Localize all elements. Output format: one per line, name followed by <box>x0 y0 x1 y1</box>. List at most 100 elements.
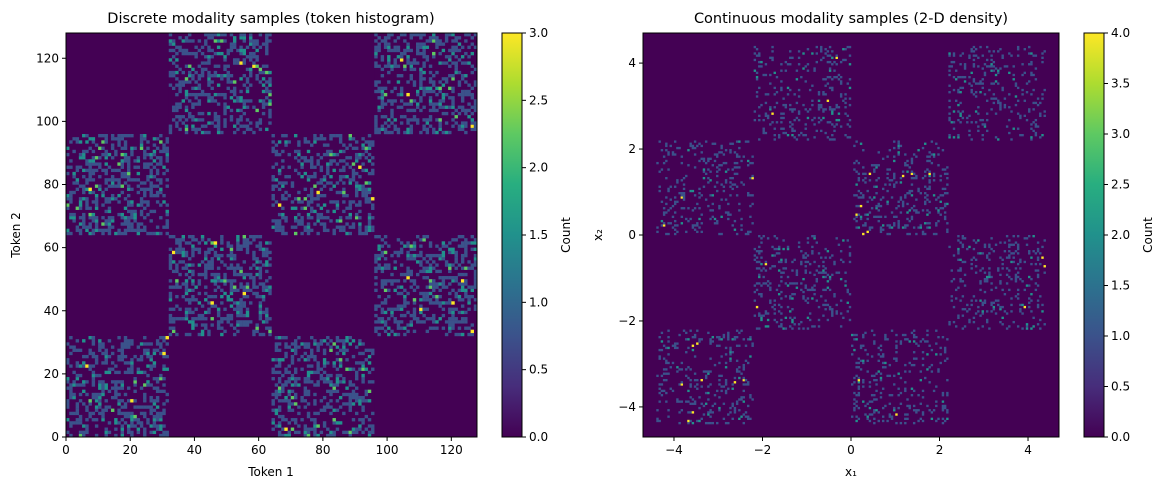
heatmap-cell <box>123 156 128 160</box>
density-cell <box>740 329 743 332</box>
density-cell <box>857 376 861 380</box>
heatmap-cell <box>393 99 397 103</box>
density-cell <box>855 361 858 365</box>
heatmap-cell <box>184 92 189 97</box>
heatmap-cell <box>435 86 439 91</box>
heatmap-cell <box>213 92 218 97</box>
heatmap-cell <box>342 193 346 198</box>
density-cell <box>727 387 730 390</box>
heatmap-cell <box>184 48 189 53</box>
density-cell <box>946 338 949 341</box>
density-cell <box>912 176 916 180</box>
density-cell <box>972 256 976 259</box>
heatmap-cell <box>265 313 269 318</box>
heatmap-cell <box>210 323 214 327</box>
heatmap-cell <box>393 127 397 132</box>
heatmap-cell <box>72 395 76 400</box>
heatmap-cell <box>464 124 468 128</box>
density-cell <box>910 363 914 367</box>
heatmap-cell <box>342 149 346 154</box>
heatmap-cell <box>258 310 263 315</box>
heatmap-cell <box>441 105 446 109</box>
density-cell <box>941 400 945 403</box>
heatmap-cell <box>258 304 263 308</box>
heatmap-cell <box>332 361 336 365</box>
heatmap-cell <box>114 364 118 368</box>
heatmap-cell <box>332 421 336 425</box>
heatmap-cell <box>265 326 269 330</box>
density-cell <box>890 196 894 199</box>
heatmap-cell <box>287 140 291 144</box>
heatmap-cell <box>473 105 478 109</box>
density-cell <box>831 314 834 317</box>
heatmap-cell <box>123 421 128 425</box>
heatmap-cell <box>457 235 462 239</box>
heatmap-cell <box>383 121 388 125</box>
density-cell <box>901 202 905 206</box>
density-cell <box>707 413 710 416</box>
heatmap-cell <box>322 152 327 157</box>
heatmap-cell <box>326 373 330 378</box>
heatmap-cell <box>374 61 378 65</box>
heatmap-cell <box>82 361 86 365</box>
heatmap-cell <box>204 55 208 59</box>
heatmap-cell <box>361 421 365 425</box>
heatmap-cell <box>358 165 362 169</box>
heatmap-cell <box>242 291 247 296</box>
heatmap-cell <box>277 424 282 428</box>
density-cell <box>870 413 874 416</box>
heatmap-cell <box>155 190 160 195</box>
density-cell <box>724 181 728 184</box>
heatmap-cell <box>290 377 295 381</box>
heatmap-cell <box>213 74 218 78</box>
density-cell <box>764 310 768 313</box>
heatmap-cell <box>72 216 76 220</box>
heatmap-cell <box>268 291 272 296</box>
heatmap-cell <box>448 130 452 135</box>
density-cell <box>926 368 929 371</box>
density-cell <box>698 396 701 399</box>
heatmap-cell <box>120 358 124 362</box>
density-cell <box>727 211 730 214</box>
heatmap-cell <box>123 159 128 163</box>
heatmap-cell <box>310 206 314 210</box>
heatmap-cell <box>451 99 455 103</box>
heatmap-cell <box>168 39 173 43</box>
heatmap-cell <box>354 203 359 207</box>
heatmap-cell <box>216 276 221 280</box>
heatmap-cell <box>101 152 105 157</box>
density-cell <box>735 153 739 156</box>
heatmap-cell <box>425 55 430 59</box>
heatmap-cell <box>470 235 474 239</box>
heatmap-cell <box>85 424 89 428</box>
heatmap-cell <box>120 146 124 150</box>
density-cell <box>846 290 849 294</box>
density-cell <box>693 378 697 382</box>
heatmap-cell <box>85 392 89 397</box>
heatmap-cell <box>361 377 365 381</box>
heatmap-cell <box>104 348 108 352</box>
heatmap-cell <box>252 250 256 255</box>
heatmap-cell <box>66 430 70 435</box>
heatmap-cell <box>409 102 413 106</box>
heatmap-cell <box>460 61 465 65</box>
heatmap-cell <box>258 121 263 125</box>
density-cell <box>740 181 743 184</box>
density-cell <box>707 168 710 171</box>
density-cell <box>665 159 668 163</box>
heatmap-cell <box>75 361 80 365</box>
heatmap-cell <box>390 130 394 135</box>
heatmap-cell <box>293 418 298 422</box>
heatmap-cell <box>441 42 446 46</box>
heatmap-cell <box>313 140 317 144</box>
heatmap-cell <box>322 216 327 220</box>
density-cell <box>921 232 925 236</box>
heatmap-cell <box>464 282 468 286</box>
heatmap-cell <box>181 51 186 56</box>
density-cell <box>698 207 701 210</box>
heatmap-cell <box>136 203 141 207</box>
heatmap-cell <box>210 55 214 59</box>
density-cell <box>855 415 858 418</box>
density-cell <box>855 404 858 408</box>
heatmap-cell <box>152 414 157 419</box>
